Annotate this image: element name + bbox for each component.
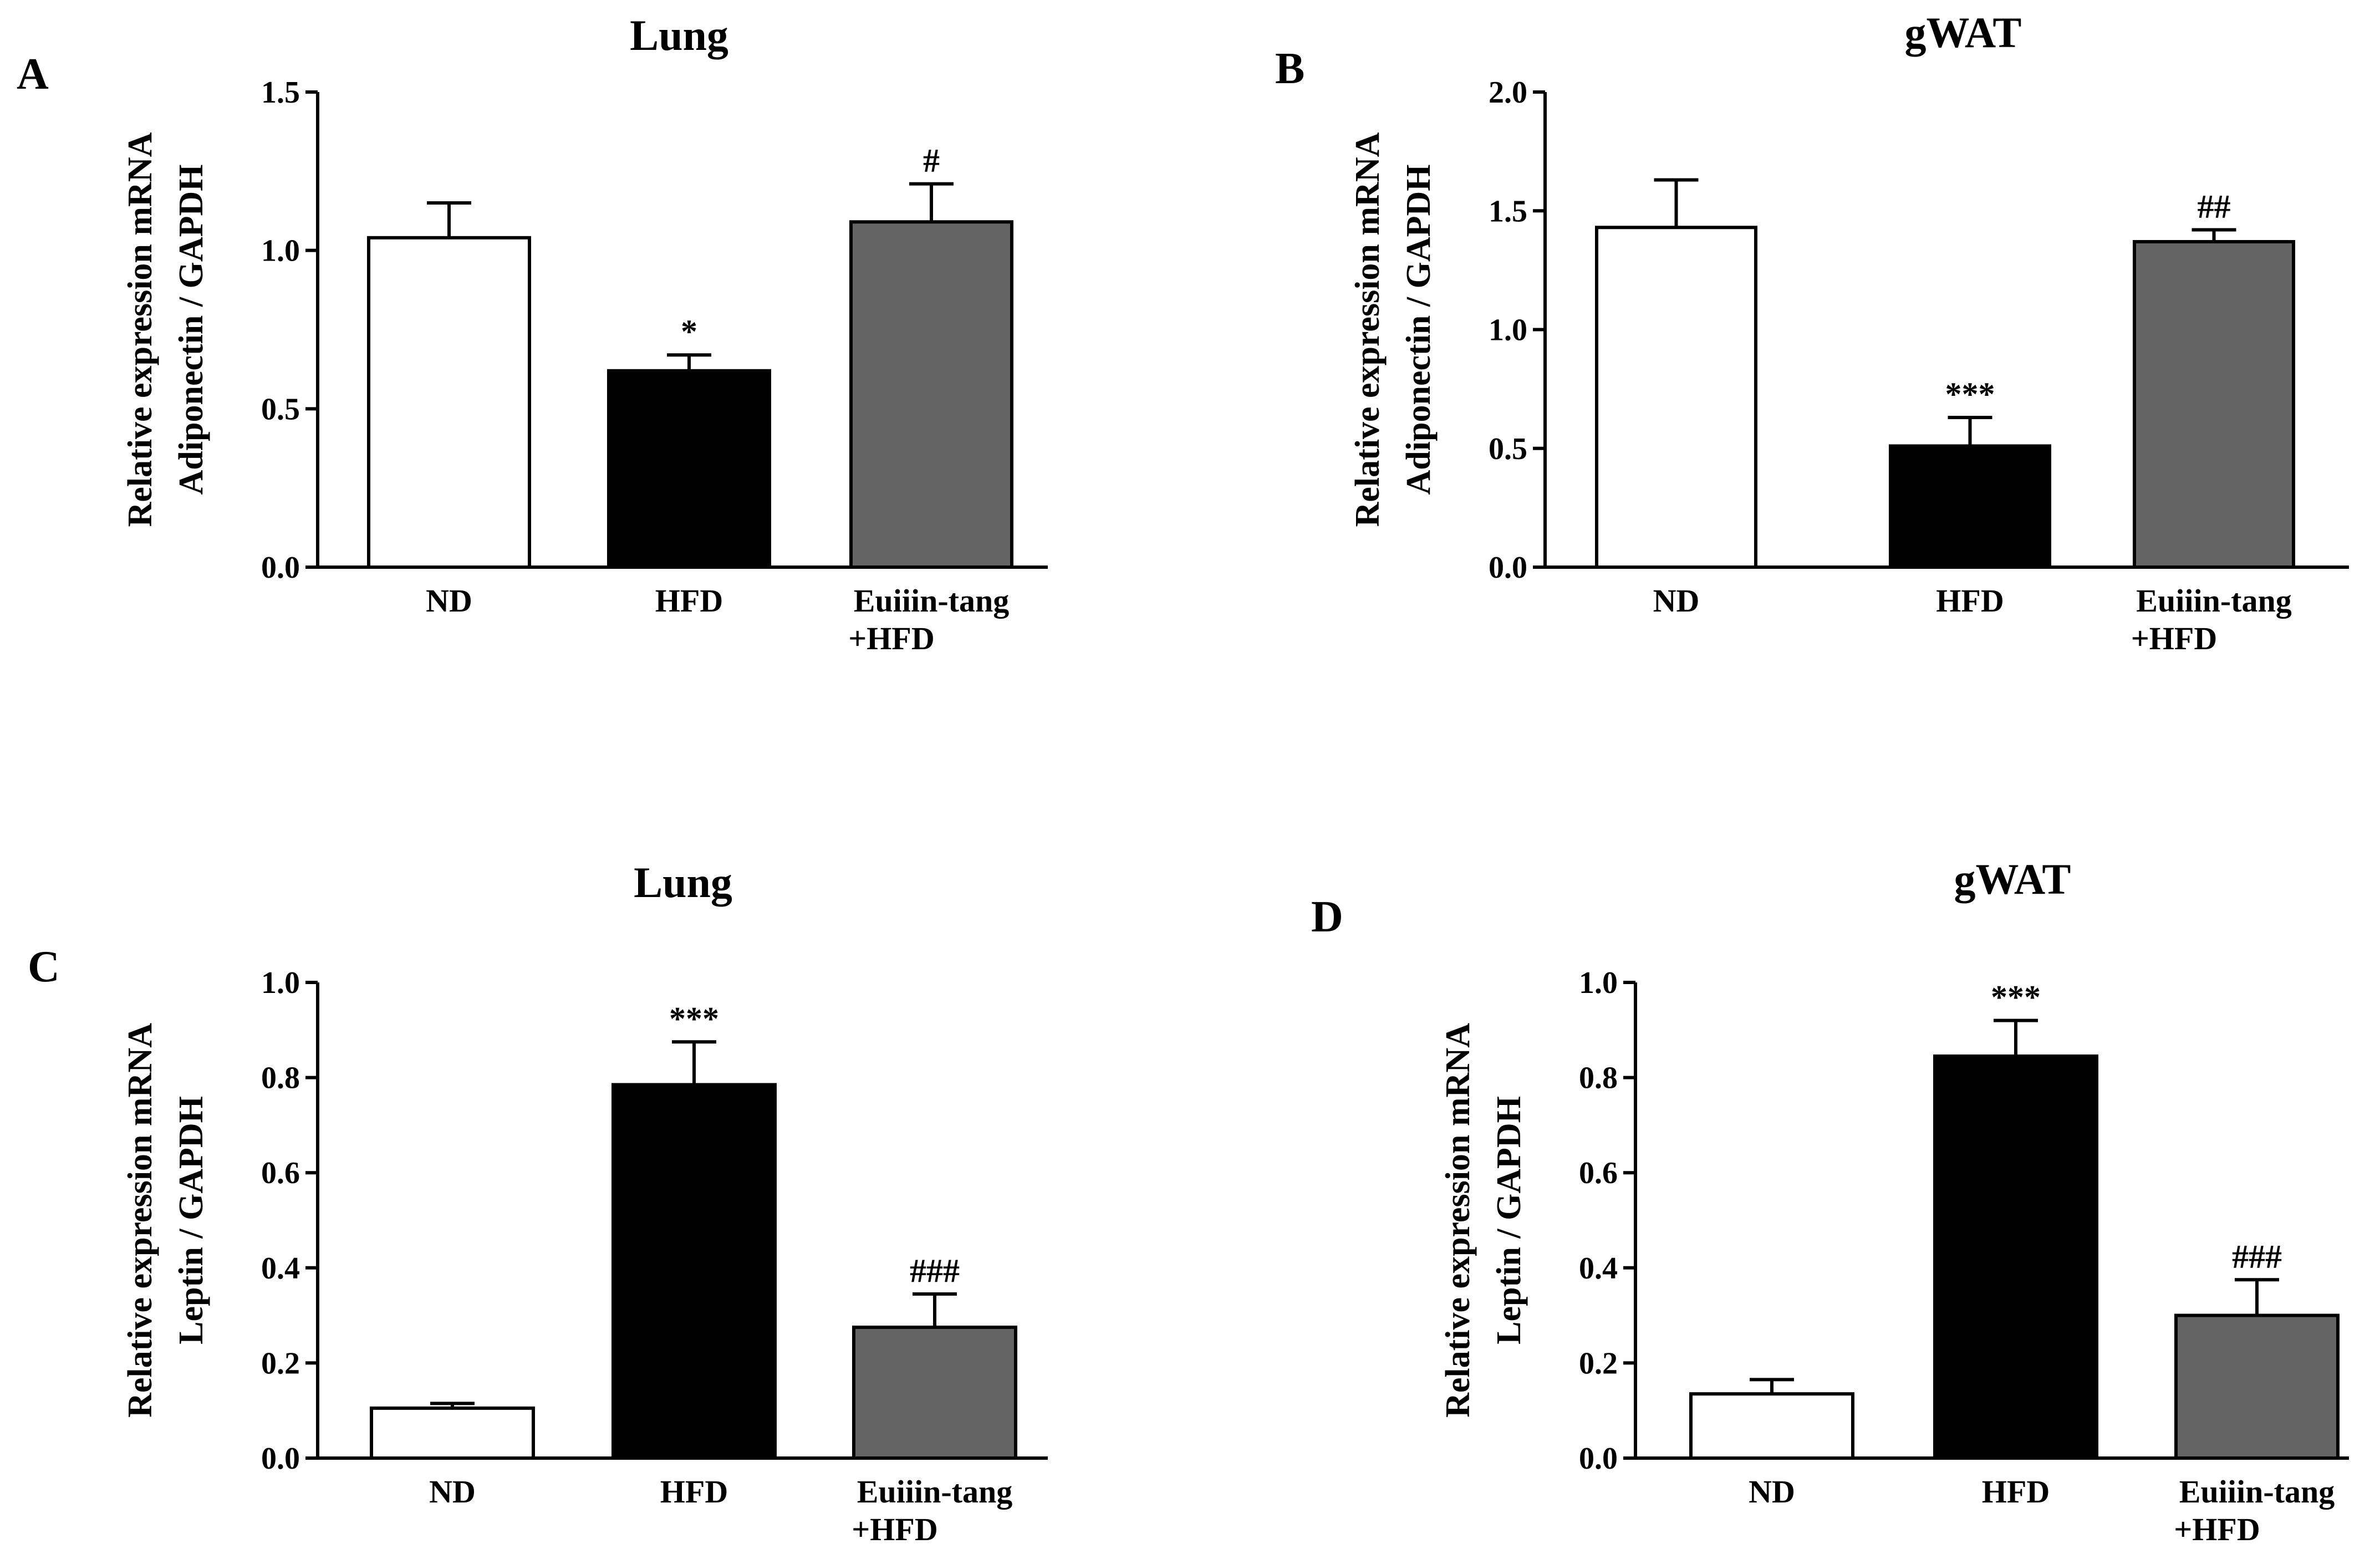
bar-hfd [1933, 1054, 2098, 1460]
chart-title: Lung [634, 858, 732, 906]
significance-mark: ### [2232, 1238, 2282, 1275]
significance-mark: *** [1991, 979, 2041, 1016]
y-tick-label: 0.4 [1579, 1251, 1618, 1286]
y-tick-label: 1.0 [261, 234, 300, 268]
panel-letter: B [1275, 44, 1304, 93]
y-tick-label: 0.0 [261, 1441, 300, 1476]
y-axis-label-line: Leptin / GAPDH [1490, 1096, 1528, 1344]
bar-nd [1689, 1392, 1854, 1460]
x-category-label: Euiiin-tang [857, 1474, 1012, 1510]
y-axis-label-line: Adiponectin / GAPDH [172, 165, 210, 495]
y-axis-label: Relative expression mRNA Adiponectin / GA… [121, 132, 210, 527]
y-tick-label: 0.0 [261, 551, 300, 585]
x-category-label: HFD [1936, 583, 2004, 619]
bar-hfd [607, 369, 771, 569]
y-tick-label: 0.0 [1579, 1441, 1618, 1476]
chart-title: gWAT [1905, 8, 2022, 57]
bar-nd [1595, 226, 1757, 569]
bar-hfd [1889, 444, 2051, 569]
y-axis-label-line: Relative expression mRNA [121, 132, 159, 527]
x-category-label: ND [426, 583, 472, 619]
x-category-label: HFD [655, 583, 723, 619]
y-axis-label-line: Adiponectin / GAPDH [1400, 165, 1438, 495]
y-axis-label: Relative expression mRNA Leptin / GAPDH [121, 1023, 210, 1418]
panel-letter: C [28, 943, 60, 991]
y-tick-label: 1.5 [1489, 194, 1527, 228]
x-category-label: ND [1653, 583, 1700, 619]
x-category-label: ND [1749, 1474, 1795, 1510]
x-category-label: +HFD [2174, 1511, 2260, 1547]
significance-mark: ## [2198, 189, 2231, 225]
bar-euiiin-tang-hfd [2133, 240, 2295, 569]
bar-nd [370, 1406, 535, 1460]
x-category-label: Euiiin-tang [2179, 1474, 2335, 1510]
panel-letter: D [1311, 893, 1343, 941]
y-axis-label-line: Relative expression mRNA [1439, 1023, 1477, 1418]
y-tick-label: 0.5 [1489, 432, 1527, 466]
significance-mark: *** [669, 1000, 719, 1037]
chart-panel-c: C Lung Relative expression mRNA Leptin / GA… [28, 858, 1048, 1547]
bar-hfd [611, 1083, 777, 1460]
y-tick-label: 1.5 [261, 75, 300, 110]
y-tick-label: 1.0 [1579, 966, 1618, 1000]
x-category-label: +HFD [848, 620, 934, 656]
x-category-label: +HFD [2131, 620, 2217, 656]
significance-mark: # [923, 142, 940, 179]
y-tick-label: 0.4 [261, 1251, 300, 1286]
y-tick-label: 0.5 [261, 392, 300, 426]
y-tick-label: 2.0 [1489, 75, 1527, 110]
y-tick-label: 0.8 [261, 1061, 300, 1096]
significance-mark: *** [1945, 376, 1995, 412]
x-category-label: Euiiin-tang [854, 583, 1009, 619]
y-axis-label-line: Leptin / GAPDH [172, 1096, 210, 1344]
bar-euiiin-tang-hfd [2174, 1313, 2340, 1460]
y-tick-label: 0.2 [261, 1346, 300, 1380]
x-category-label: ND [429, 1474, 476, 1510]
y-tick-label: 0.8 [1579, 1061, 1618, 1096]
y-tick-label: 0.2 [1579, 1346, 1618, 1380]
x-category-label: +HFD [852, 1511, 937, 1547]
chart-panel-a: A Lung Relative expression mRNA Adiponectin… [17, 11, 1048, 656]
y-axis-label: Relative expression mRNA Leptin / GAPDH [1439, 1023, 1528, 1418]
y-tick-label: 0.0 [1489, 551, 1527, 585]
x-category-label: HFD [1982, 1474, 2050, 1510]
y-axis-label: Relative expression mRNA Adiponectin / GA… [1349, 132, 1438, 527]
significance-mark: * [681, 313, 697, 350]
y-tick-label: 1.0 [261, 966, 300, 1000]
significance-mark: ### [910, 1252, 960, 1289]
bar-euiiin-tang-hfd [849, 220, 1013, 569]
bar-euiiin-tang-hfd [852, 1326, 1017, 1460]
y-axis-label-line: Relative expression mRNA [121, 1023, 159, 1418]
x-category-label: Euiiin-tang [2136, 583, 2291, 619]
y-tick-label: 0.6 [261, 1156, 300, 1190]
chart-title: gWAT [1954, 855, 2071, 903]
y-tick-label: 1.0 [1489, 313, 1527, 348]
y-tick-label: 0.6 [1579, 1156, 1618, 1190]
x-category-label: HFD [660, 1474, 728, 1510]
panel-letter: A [17, 50, 49, 99]
y-axis-label-line: Relative expression mRNA [1349, 132, 1387, 527]
chart-title: Lung [630, 11, 728, 59]
bar-nd [367, 236, 531, 569]
